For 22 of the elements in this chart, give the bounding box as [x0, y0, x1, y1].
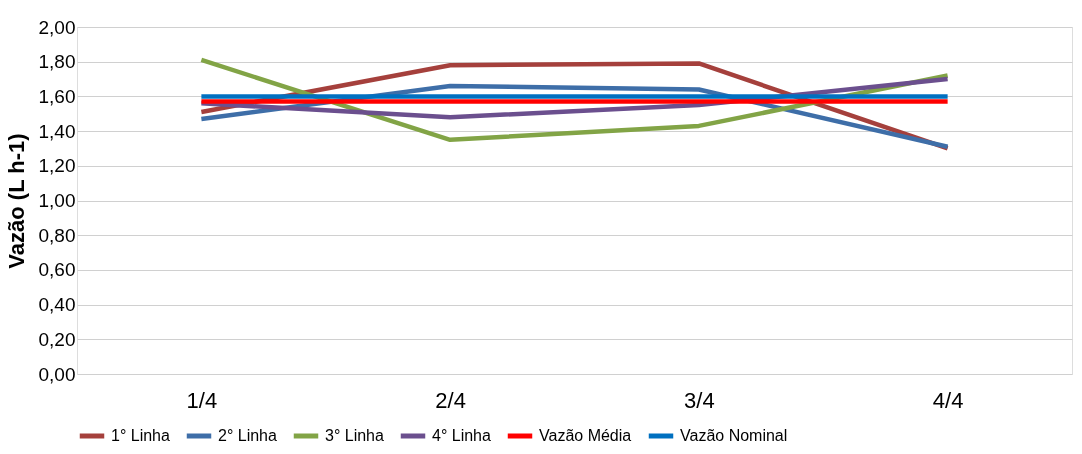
y-tick-label: 1,40	[38, 120, 76, 142]
y-tick-label: 1,80	[38, 51, 76, 73]
y-tick-label: 0,20	[38, 328, 76, 350]
x-tick-label: 2/4	[435, 387, 466, 413]
y-tick-label: 0,60	[38, 259, 76, 281]
y-axis-title: Vazão (L h-1)	[3, 133, 29, 269]
y-tick-label: 1,00	[38, 190, 76, 211]
y-tick-label: 0,40	[38, 294, 76, 316]
legend-label: 2° Linha	[218, 427, 277, 444]
legend-label: 3° Linha	[325, 427, 384, 444]
y-tick-label: 1,60	[38, 85, 76, 107]
y-tick-label: 1,20	[38, 155, 76, 177]
y-tick-label: 0,00	[38, 363, 76, 385]
legend-label: Vazão Média	[539, 427, 632, 444]
x-tick-label: 4/4	[932, 387, 964, 413]
y-tick-label: 2,00	[38, 16, 76, 38]
y-tick-label: 0,80	[38, 224, 76, 246]
legend-label: 1° Linha	[111, 427, 170, 444]
x-tick-label: 1/4	[186, 387, 218, 413]
legend-label: 4° Linha	[432, 427, 491, 444]
legend-label: Vazão Nominal	[680, 427, 788, 444]
x-tick-label: 3/4	[684, 387, 715, 413]
